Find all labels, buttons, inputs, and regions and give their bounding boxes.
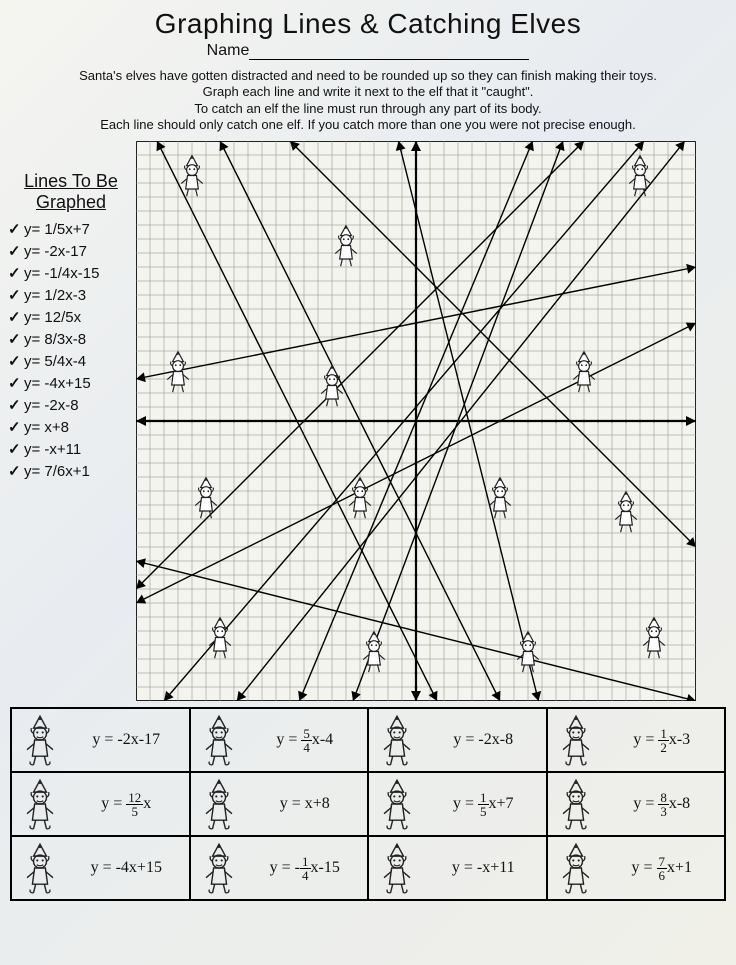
equation-item: ✓y= -x+11: [6, 438, 136, 460]
answer-grid: y = -2x-17 y = 54x-4 y = -2x-8: [10, 707, 726, 901]
elf-icon: [552, 777, 600, 831]
answer-cell: y = x+8: [191, 773, 370, 837]
name-label: Name: [207, 42, 250, 59]
equation-item: ✓y= x+8: [6, 416, 136, 438]
intro-line: To catch an elf the line must run throug…: [14, 101, 722, 117]
check-icon: ✓: [8, 286, 24, 304]
answer-cell: y = -2x-17: [12, 709, 191, 773]
elf-icon: [373, 713, 421, 767]
intro-line: Each line should only catch one elf. If …: [14, 117, 722, 133]
equation-item: ✓y= -2x-17: [6, 240, 136, 262]
equation-item: ✓y= -2x-8: [6, 394, 136, 416]
equation-item: ✓y= 12/5x: [6, 306, 136, 328]
answer-cell: y = 15x+7: [369, 773, 548, 837]
intro-line: Santa's elves have gotten distracted and…: [14, 68, 722, 84]
check-icon: ✓: [8, 242, 24, 260]
elf-icon: [16, 777, 64, 831]
elf-icon: [195, 713, 243, 767]
answer-equation: y = -2x-8: [425, 731, 542, 749]
equation-item: ✓y= 8/3x-8: [6, 328, 136, 350]
sidebar-heading: Lines To Be Graphed: [6, 171, 136, 212]
elf-icon: [373, 777, 421, 831]
intro-line: Graph each line and write it next to the…: [14, 84, 722, 100]
check-icon: ✓: [8, 330, 24, 348]
elf-icon: [373, 841, 421, 895]
answer-cell: y = 83x-8: [548, 773, 727, 837]
answer-cell: y = -2x-8: [369, 709, 548, 773]
elf-icon: [552, 841, 600, 895]
header: Graphing Lines & Catching Elves Name: [0, 0, 736, 62]
instructions: Santa's elves have gotten distracted and…: [0, 62, 736, 137]
check-icon: ✓: [8, 352, 24, 370]
elf-icon: [195, 777, 243, 831]
answer-equation: y = 15x+7: [425, 791, 542, 818]
answer-equation: y = -x+11: [425, 859, 542, 877]
name-field: Name: [10, 42, 726, 60]
elf-icon: [16, 713, 64, 767]
answer-equation: y = -4x+15: [68, 859, 185, 877]
equation-sidebar: Lines To Be Graphed ✓y= 1/5x+7✓y= -2x-17…: [6, 141, 136, 701]
check-icon: ✓: [8, 462, 24, 480]
elf-icon: [552, 713, 600, 767]
main-area: Lines To Be Graphed ✓y= 1/5x+7✓y= -2x-17…: [0, 137, 736, 701]
answer-equation: y = 76x+1: [604, 855, 721, 882]
answer-cell: y = -4x+15: [12, 837, 191, 901]
check-icon: ✓: [8, 396, 24, 414]
equation-item: ✓y= 1/2x-3: [6, 284, 136, 306]
equation-item: ✓y= 1/5x+7: [6, 218, 136, 240]
answer-cell: y = 76x+1: [548, 837, 727, 901]
check-icon: ✓: [8, 418, 24, 436]
equation-item: ✓y= -1/4x-15: [6, 262, 136, 284]
answer-cell: y = 125x: [12, 773, 191, 837]
answer-cell: y = 12x-3: [548, 709, 727, 773]
coordinate-grid: [136, 141, 726, 701]
check-icon: ✓: [8, 220, 24, 238]
elf-icon: [195, 841, 243, 895]
answer-equation: y = 54x-4: [247, 727, 364, 754]
answer-cell: y = -x+11: [369, 837, 548, 901]
graph-svg: [136, 141, 696, 701]
check-icon: ✓: [8, 264, 24, 282]
answer-cell: y = 54x-4: [191, 709, 370, 773]
name-underline[interactable]: [249, 59, 529, 60]
equation-list: ✓y= 1/5x+7✓y= -2x-17✓y= -1/4x-15✓y= 1/2x…: [6, 218, 136, 482]
answer-equation: y = x+8: [247, 795, 364, 813]
equation-item: ✓y= -4x+15: [6, 372, 136, 394]
check-icon: ✓: [8, 374, 24, 392]
check-icon: ✓: [8, 308, 24, 326]
answer-equation: y = 12x-3: [604, 727, 721, 754]
equation-item: ✓y= 5/4x-4: [6, 350, 136, 372]
answer-equation: y = 125x: [68, 791, 185, 818]
page-title: Graphing Lines & Catching Elves: [10, 8, 726, 40]
answer-cell: y = -14x-15: [191, 837, 370, 901]
check-icon: ✓: [8, 440, 24, 458]
answer-equation: y = 83x-8: [604, 791, 721, 818]
equation-item: ✓y= 7/6x+1: [6, 460, 136, 482]
answer-equation: y = -14x-15: [247, 855, 364, 882]
elf-icon: [16, 841, 64, 895]
answer-equation: y = -2x-17: [68, 731, 185, 749]
